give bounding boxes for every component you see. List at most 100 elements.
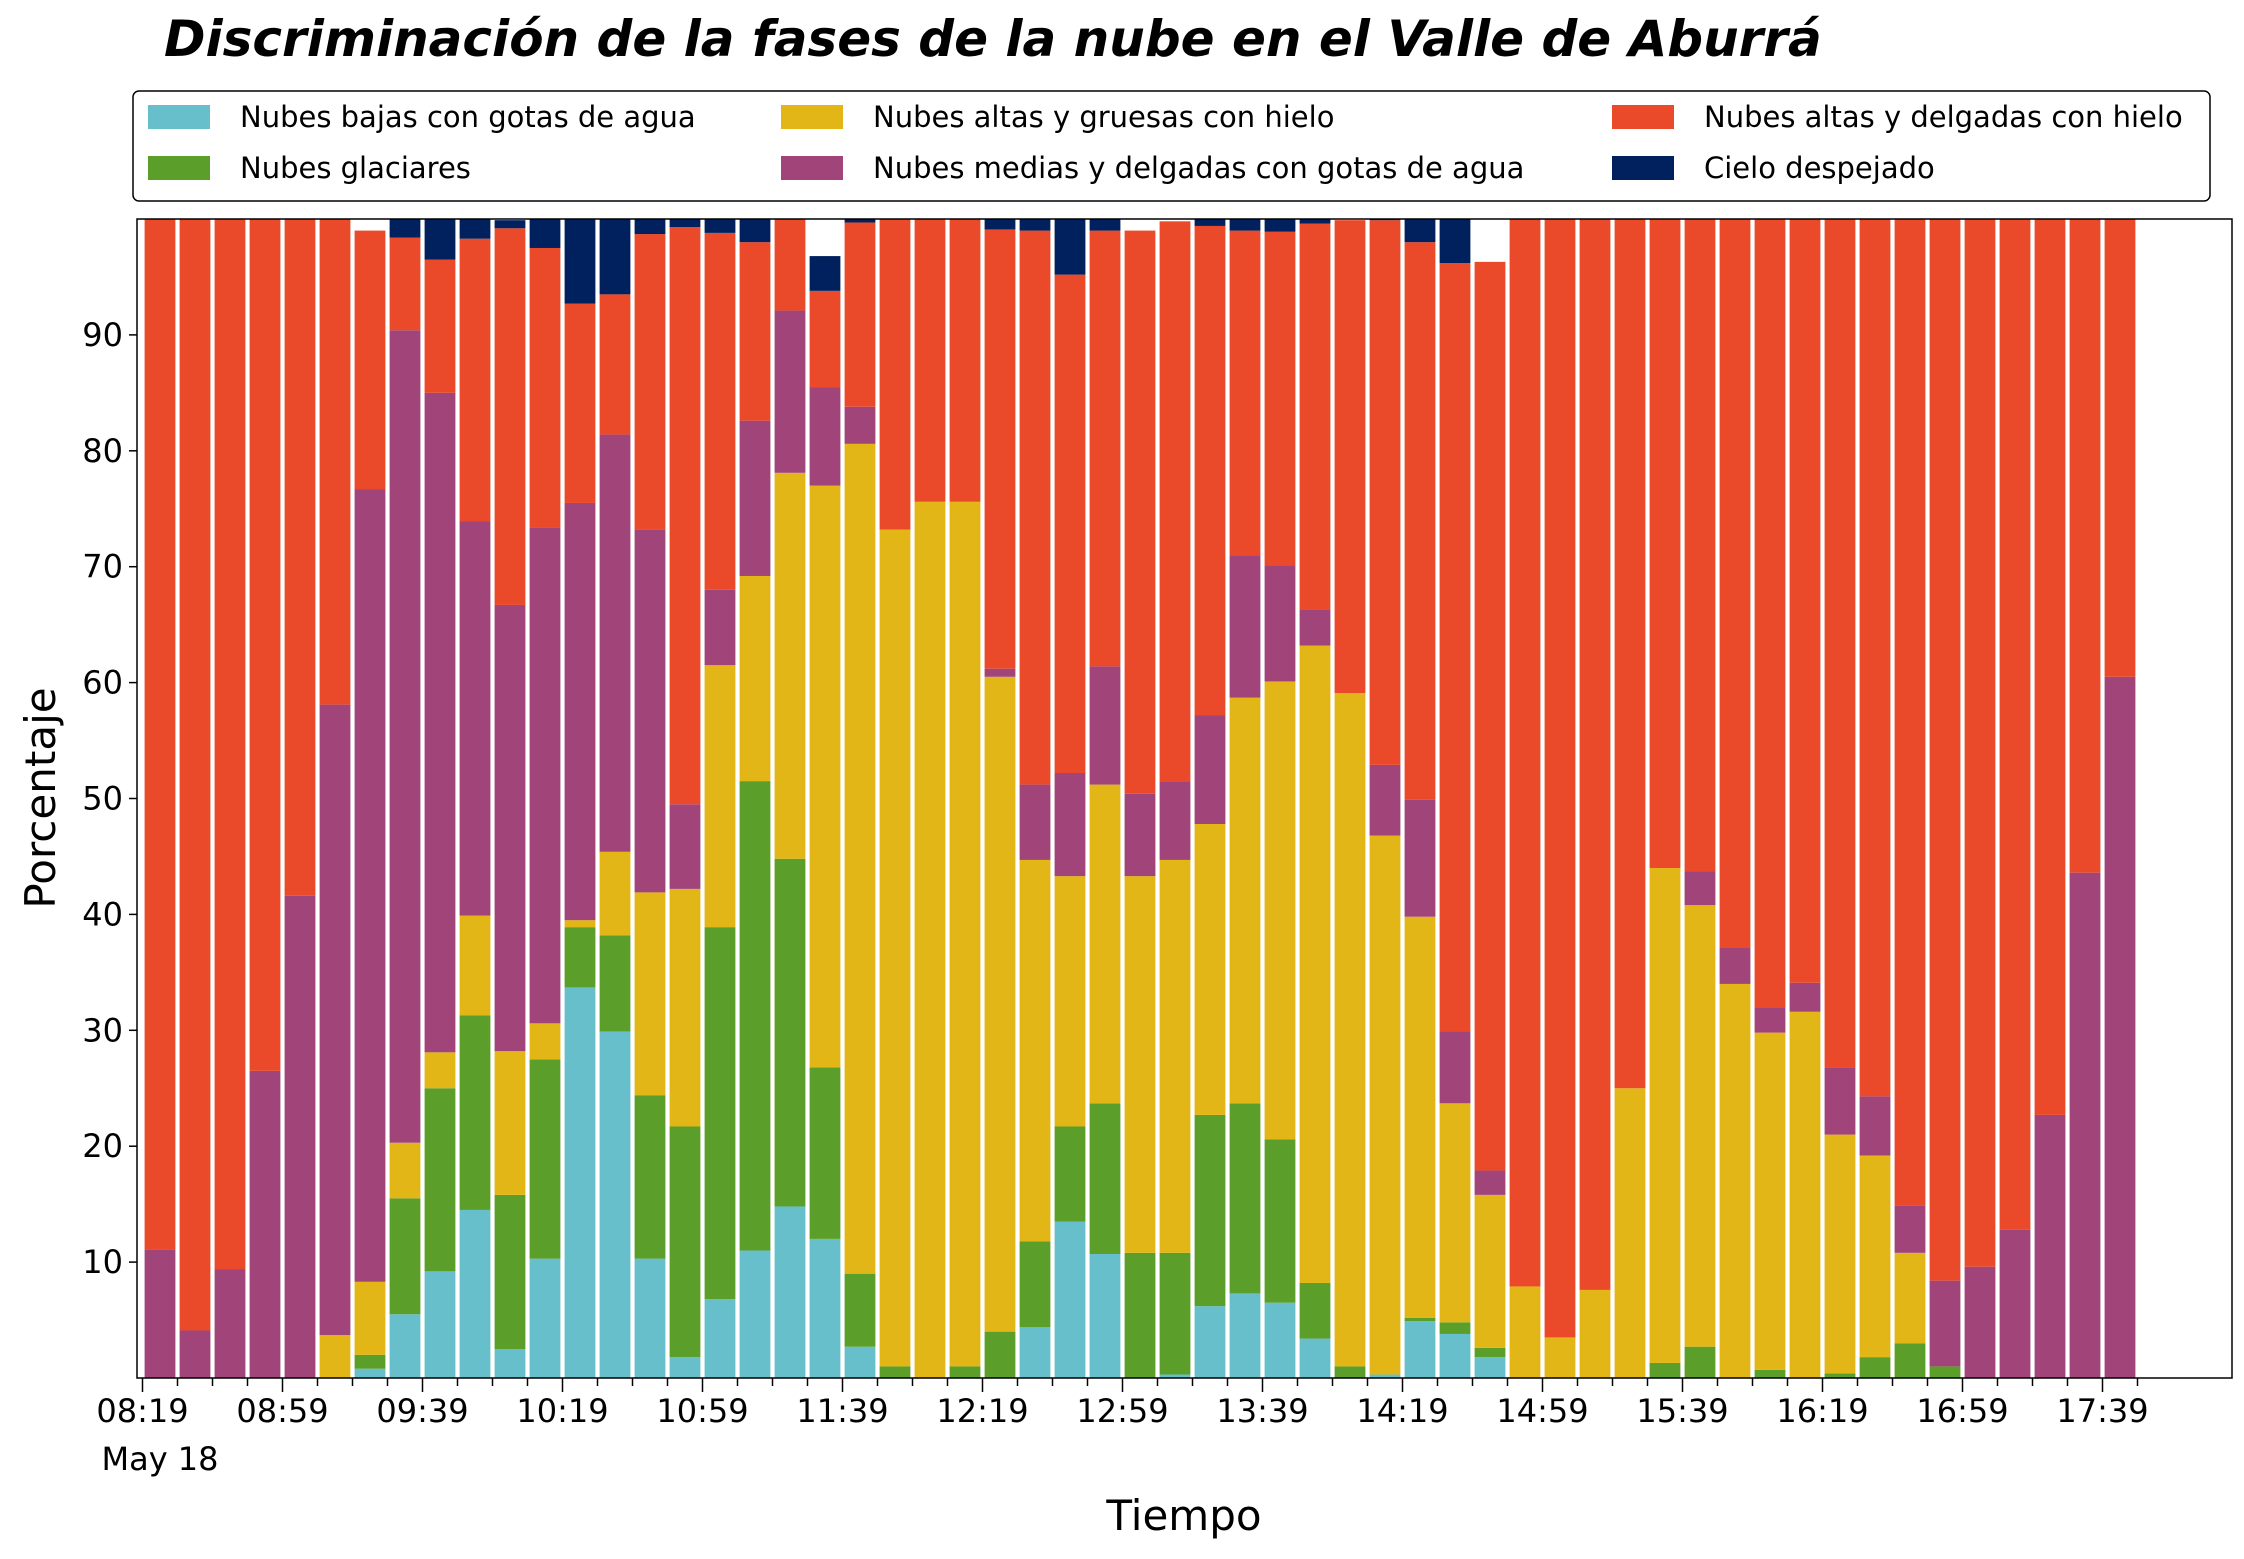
bar-segment xyxy=(564,927,596,988)
bar-segment xyxy=(809,1067,841,1239)
x-date-label: May 18 xyxy=(101,1440,218,1478)
bar-segment xyxy=(354,230,386,490)
bar-segment xyxy=(1684,905,1716,1347)
bar-segment xyxy=(704,665,736,928)
bar-segment xyxy=(1404,799,1436,917)
bar-segment xyxy=(1264,1302,1296,1378)
bar-segment xyxy=(2069,872,2101,1378)
bar-segment xyxy=(1124,230,1156,794)
bar-segment xyxy=(1964,219,1996,1267)
bar-segment xyxy=(1264,1139,1296,1303)
bar-segment xyxy=(1474,1170,1506,1195)
bar-segment xyxy=(1719,948,1751,984)
legend-frame xyxy=(132,90,2211,202)
bar-segment xyxy=(1019,219,1051,231)
bar-segment xyxy=(1159,781,1191,860)
bar-segment xyxy=(1264,565,1296,682)
bar-segment xyxy=(1614,219,1646,1089)
bar-segment xyxy=(599,935,631,1032)
bar-segment xyxy=(1474,1194,1506,1348)
bar-segment xyxy=(1719,983,1751,1378)
bar-segment xyxy=(809,290,841,388)
bar-segment xyxy=(564,920,596,928)
legend-label: Cielo despejado xyxy=(1704,151,1935,185)
legend-swatch xyxy=(781,105,843,129)
bar-segment xyxy=(599,851,631,936)
x-tick-label: 12:19 xyxy=(936,1392,1028,1430)
bar-segment xyxy=(669,1357,701,1378)
x-axis-label: Tiempo xyxy=(1105,1491,1261,1540)
bar-segment xyxy=(1334,1366,1366,1378)
bar-segment xyxy=(739,575,771,782)
bar-segment xyxy=(1859,1155,1891,1358)
bar-segment xyxy=(809,256,841,291)
bar-segment xyxy=(1229,219,1261,231)
bar-segment xyxy=(424,1052,456,1089)
bar-segment xyxy=(424,392,456,1053)
bar-segment xyxy=(1299,609,1331,646)
bar-segment xyxy=(1649,868,1681,1363)
bar-segment xyxy=(1929,1280,1961,1367)
bar-segment xyxy=(1894,219,1926,1206)
x-tick-label: 14:19 xyxy=(1356,1392,1448,1430)
bar-segment xyxy=(459,219,491,239)
bar-segment xyxy=(389,1198,421,1315)
bar-segment xyxy=(1789,219,1821,983)
bar-segment xyxy=(1124,876,1156,1253)
x-tick-label: 16:59 xyxy=(1916,1392,2008,1430)
bar-segment xyxy=(739,219,771,243)
x-tick-label: 17:39 xyxy=(2056,1392,2148,1430)
x-tick-label: 12:59 xyxy=(1076,1392,1168,1430)
bar-segment xyxy=(599,1031,631,1378)
bar-segment xyxy=(1229,555,1261,698)
y-axis: 10 20 30 40 50 60 70 80 90 xyxy=(82,316,137,1281)
bar-segment xyxy=(739,420,771,576)
bar-segment xyxy=(1369,764,1401,836)
bar-segment xyxy=(879,219,911,530)
bar-segment xyxy=(389,1314,421,1378)
bar-segment xyxy=(1754,1369,1786,1378)
legend: Nubes bajas con gotas de agua Nubes glaci… xyxy=(132,90,2211,202)
legend-label: Nubes bajas con gotas de agua xyxy=(240,100,696,134)
bar-segment xyxy=(1299,223,1331,610)
bar-segment xyxy=(1404,1321,1436,1378)
bar-segment xyxy=(1159,1252,1191,1375)
bar-segment xyxy=(1404,916,1436,1318)
bar-segment xyxy=(424,259,456,393)
bar-segment xyxy=(1614,1088,1646,1378)
bar-segment xyxy=(319,704,351,1336)
legend-label: Nubes altas y gruesas con hielo xyxy=(873,100,1334,134)
bar-segment xyxy=(879,1366,911,1378)
bar-segment xyxy=(1019,230,1051,785)
bar-segment xyxy=(1159,859,1191,1253)
bar-segment xyxy=(354,1281,386,1355)
bar-segment xyxy=(1544,219,1576,1338)
bar-segment xyxy=(1894,1205,1926,1253)
bar-segment xyxy=(1229,1293,1261,1378)
bar-segment xyxy=(704,219,736,233)
bar-segment xyxy=(389,237,421,331)
bar-segment xyxy=(809,1238,841,1378)
y-tick-label: 30 xyxy=(82,1011,123,1049)
bar-segment xyxy=(1474,1347,1506,1358)
x-tick-label: 10:59 xyxy=(656,1392,748,1430)
bar-segment xyxy=(914,501,946,1378)
bar-segment xyxy=(1684,1346,1716,1378)
bar-segment xyxy=(1054,1126,1086,1222)
bar-segment xyxy=(984,219,1016,230)
bar-segment xyxy=(1754,1007,1786,1033)
bar-segment xyxy=(599,294,631,435)
bar-segment xyxy=(1439,1031,1471,1104)
bar-segment xyxy=(1754,219,1786,1008)
bar-segment xyxy=(809,485,841,1068)
bar-segment xyxy=(1019,1327,1051,1378)
bar-segment xyxy=(669,888,701,1127)
bar-segment xyxy=(1299,1338,1331,1378)
y-tick-label: 70 xyxy=(82,548,123,586)
bar-segment xyxy=(1894,1343,1926,1378)
bar-segment xyxy=(179,1330,211,1378)
legend-swatch xyxy=(148,105,210,129)
bar-segment xyxy=(984,229,1016,669)
bar-segment xyxy=(1684,219,1716,872)
